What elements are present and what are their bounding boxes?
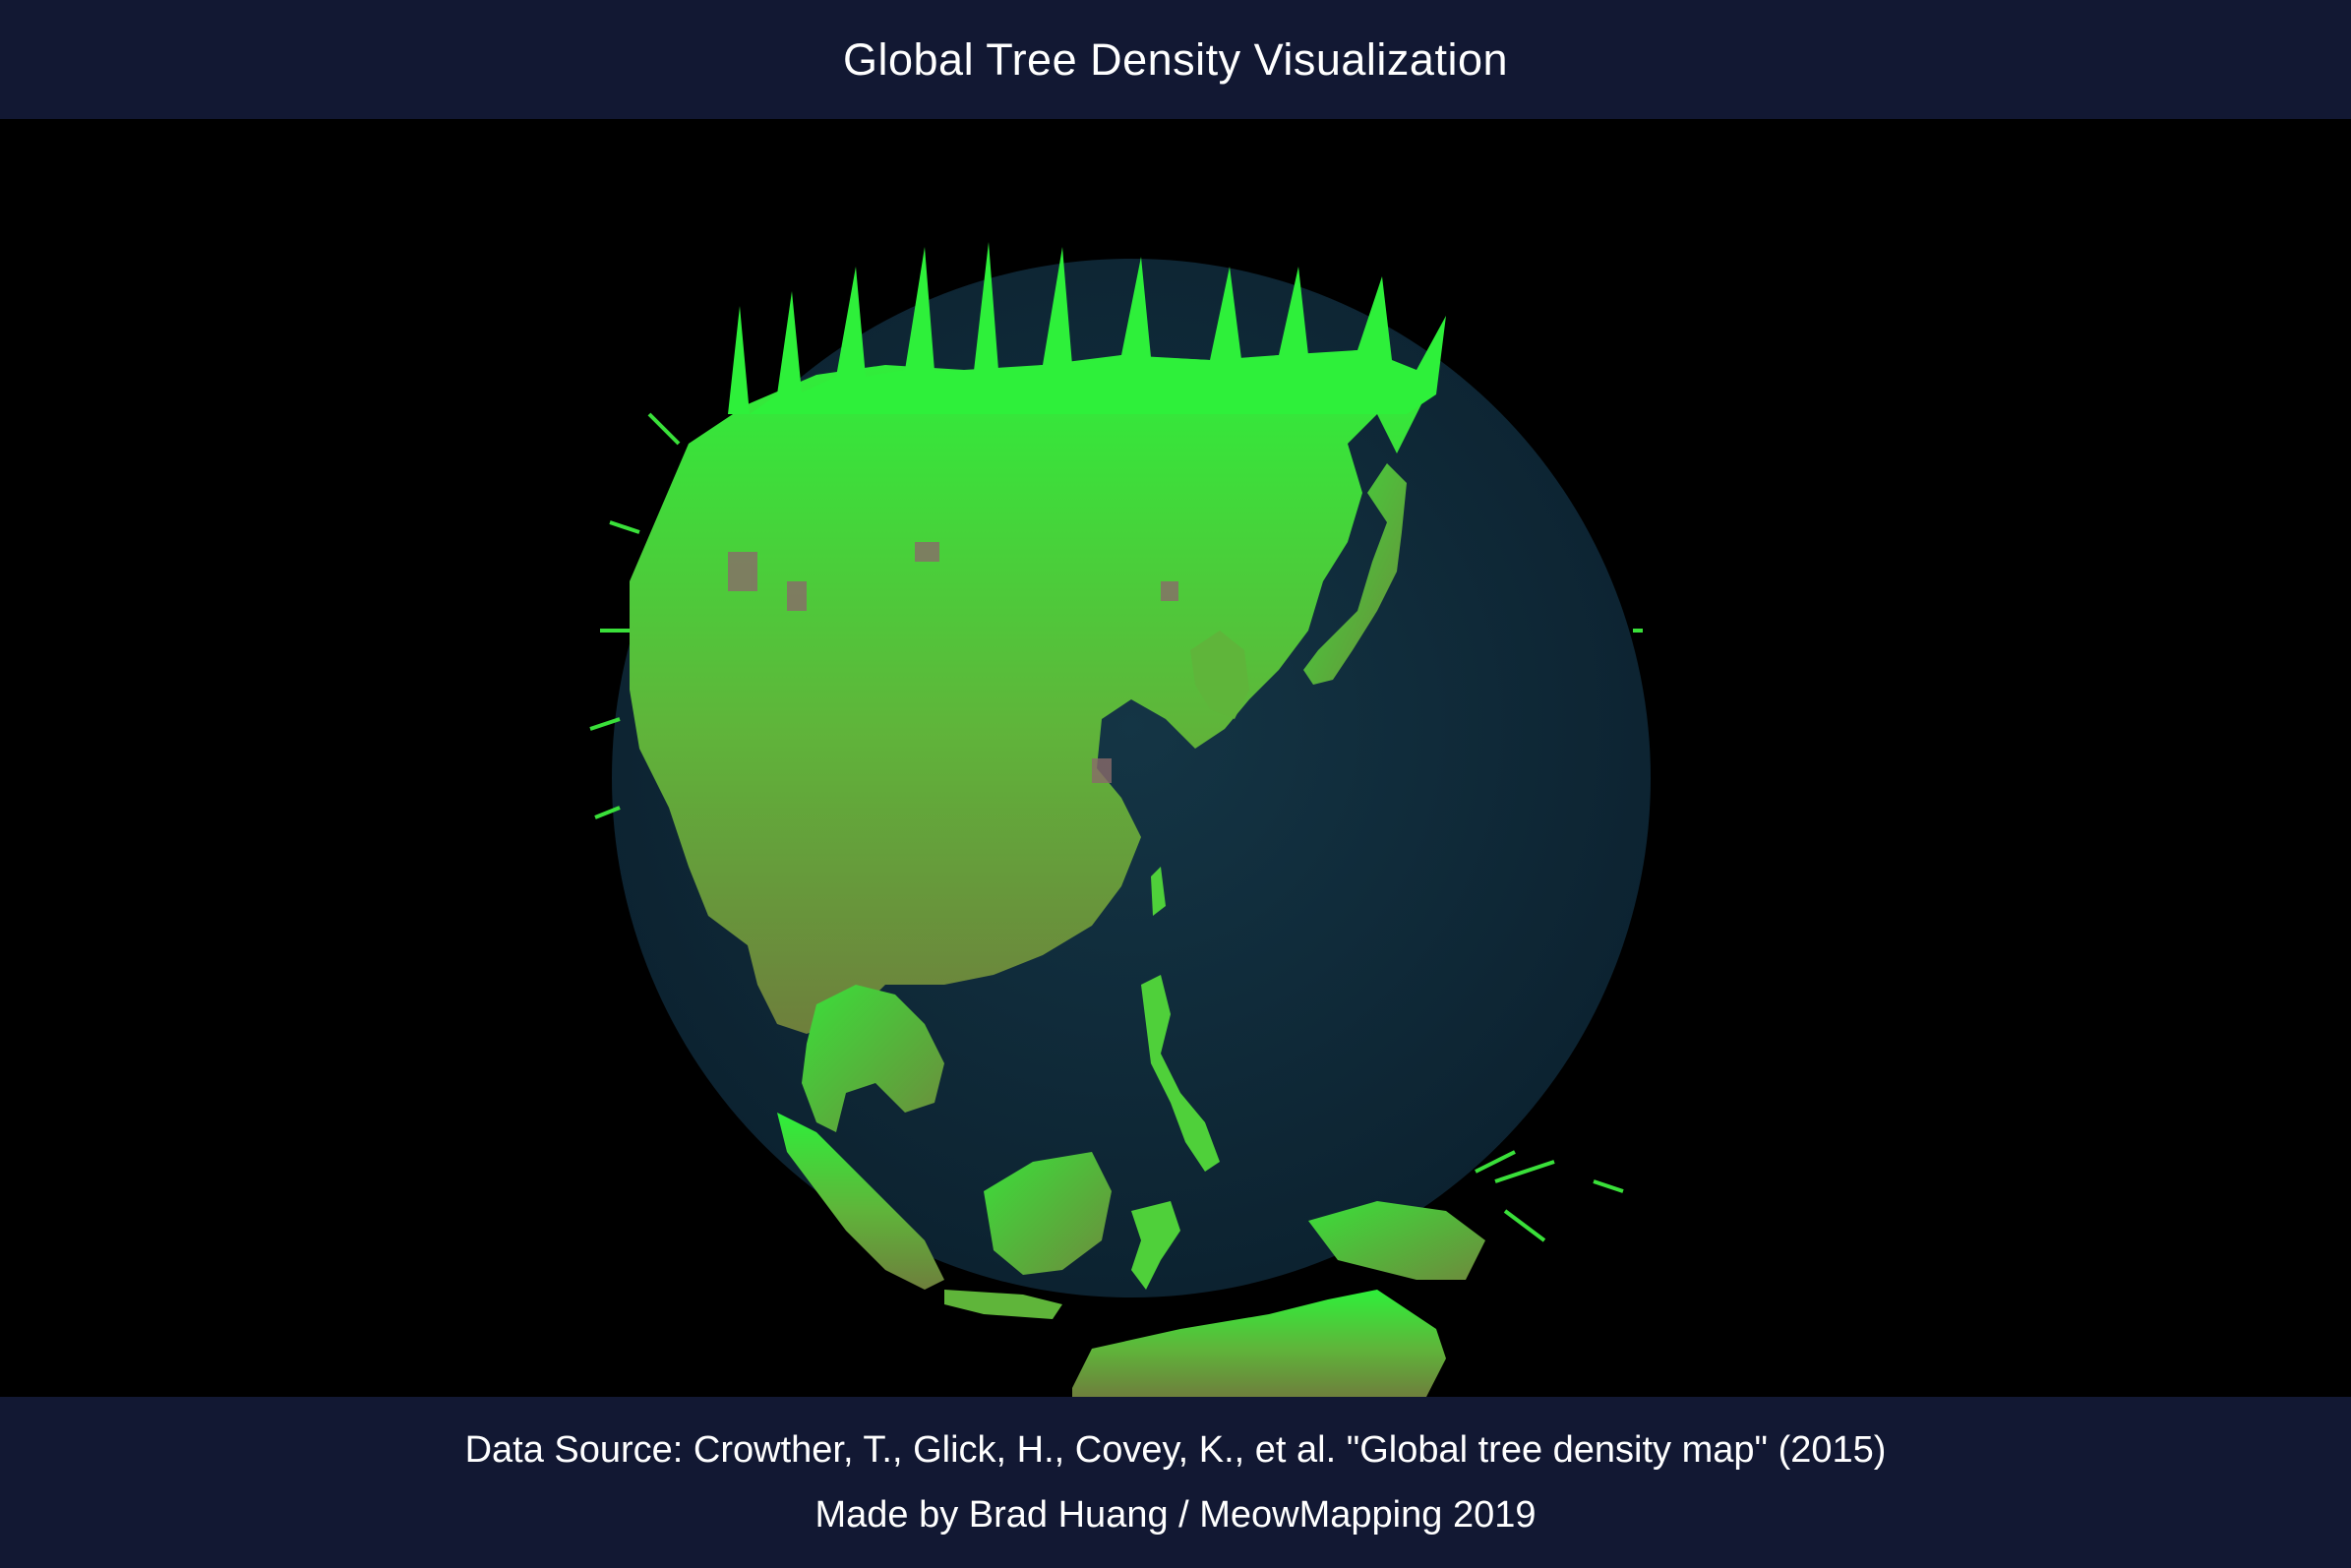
data-source-text: Data Source: Crowther, T., Glick, H., Co… xyxy=(464,1429,1887,1471)
globe-map[interactable] xyxy=(0,119,2351,1397)
landmass-new-guinea xyxy=(1308,1201,1485,1280)
density-columns xyxy=(589,412,1643,1242)
sparse-patches xyxy=(728,542,1178,783)
north-fringe xyxy=(728,242,1446,414)
landmass-korea xyxy=(1190,631,1249,719)
landmass-sumatra xyxy=(777,1113,944,1290)
map-viewport[interactable] xyxy=(0,119,2351,1397)
landmass-north-asia xyxy=(630,350,1421,1034)
page-title: Global Tree Density Visualization xyxy=(842,33,1508,85)
landmass-taiwan xyxy=(1151,867,1166,916)
landmass-australia xyxy=(1072,1290,1446,1397)
landmass-java xyxy=(944,1290,1062,1319)
author-credit-text: Made by Brad Huang / MeowMapping 2019 xyxy=(814,1494,1537,1536)
landmass-japan xyxy=(1303,463,1407,685)
landmass-sulawesi xyxy=(1131,1201,1180,1290)
credits-bar: Data Source: Crowther, T., Glick, H., Co… xyxy=(0,1397,2351,1568)
landmass-philippines xyxy=(1141,975,1220,1172)
landmass-borneo xyxy=(984,1152,1112,1275)
landmass-indochina xyxy=(802,985,944,1132)
title-bar: Global Tree Density Visualization xyxy=(0,0,2351,119)
